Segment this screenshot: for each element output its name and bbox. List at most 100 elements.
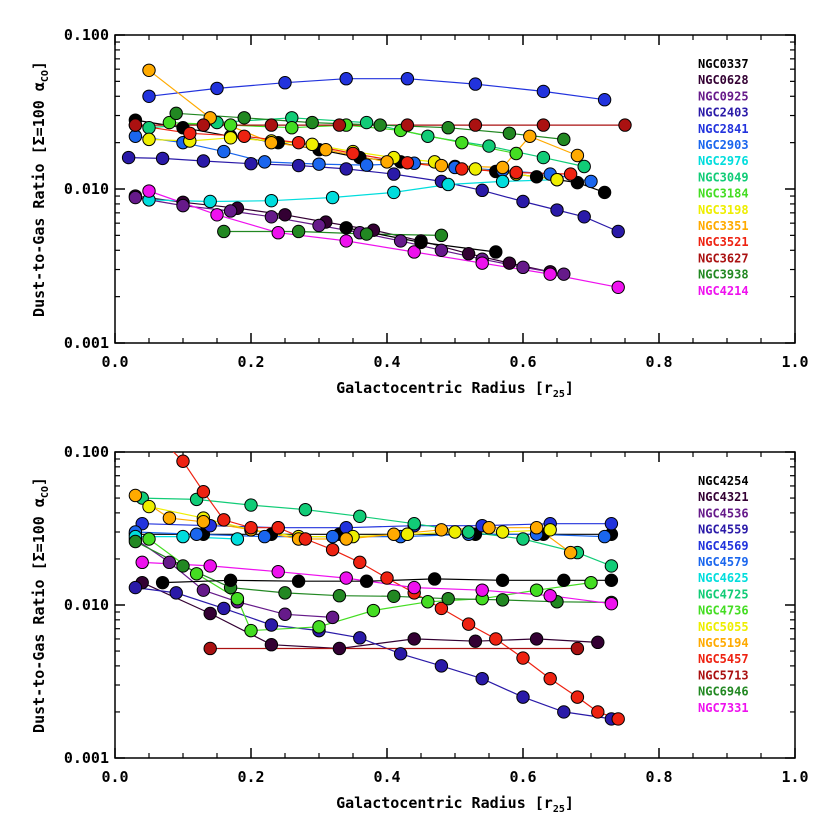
y-axis-title-end: ] <box>30 61 48 70</box>
data-point-ngc4736 <box>312 620 326 634</box>
data-point-ngc0628 <box>461 247 476 261</box>
data-point-ngc0925 <box>434 243 449 257</box>
data-point-ngc4725 <box>353 509 367 523</box>
data-point-ngc4214 <box>210 208 224 222</box>
x-axis-title-subscript: 25 <box>553 389 565 400</box>
series-line-extra-15 <box>223 230 442 236</box>
data-point-ngc5457 <box>489 632 503 646</box>
data-point-ngc7331 <box>475 583 489 597</box>
data-point-ngc0925 <box>128 190 143 205</box>
x-axis-title-end: ] <box>565 379 574 397</box>
data-point-ngc3198 <box>305 137 319 152</box>
data-point-ngc4736 <box>366 603 381 618</box>
data-point-ngc0628 <box>278 208 292 222</box>
data-point-ngc5457 <box>150 428 162 440</box>
data-point-ngc2976 <box>387 185 401 200</box>
x-tick-label: 0.6 <box>509 768 536 786</box>
data-point-ngc5457 <box>271 521 285 535</box>
series-line-ngc2841 <box>148 78 605 101</box>
data-point-ngc3351 <box>523 129 537 143</box>
data-point-ngc3198 <box>550 172 564 187</box>
plot-frame <box>114 34 796 344</box>
data-point-ngc3627 <box>264 118 279 132</box>
legend-entry-ngc3198: NGC3198 <box>698 203 749 217</box>
data-point-ngc5457 <box>217 513 231 527</box>
legend-entry-ngc0337: NGC0337 <box>698 57 749 71</box>
data-point-ngc5457 <box>611 712 625 726</box>
data-point-ngc2903 <box>359 158 374 172</box>
data-point-ngc3049 <box>359 115 374 130</box>
data-point-ngc4559 <box>516 690 530 704</box>
x-axis-title-subscript: 25 <box>553 804 565 815</box>
panel-2: 0.0 0.2 0.4 0.6 0.8 1.0 0.001 0.010 0.100 Galacto… <box>30 428 809 815</box>
data-point-ngc2841 <box>400 72 415 86</box>
data-point-extra-15 <box>557 573 571 588</box>
data-point-ngc0925 <box>176 198 190 213</box>
data-point-ngc3049 <box>482 139 496 153</box>
data-point-ngc3938 <box>502 126 517 140</box>
plot-area <box>128 428 625 726</box>
y-tick-label: 0.001 <box>64 749 109 767</box>
data-point-ngc2841 <box>468 77 483 91</box>
data-point-ngc4321 <box>407 632 421 646</box>
data-point-ngc3184 <box>509 146 523 161</box>
plot-area <box>121 63 632 294</box>
data-point-ngc2903 <box>257 155 272 169</box>
series-line-ngc4321 <box>141 582 598 650</box>
legend-entry-ngc0925: NGC0925 <box>698 89 749 103</box>
x-tick-label: 0.8 <box>645 353 672 371</box>
data-point-ngc3198 <box>223 131 238 145</box>
data-point-ngc3049 <box>577 159 591 174</box>
data-point-ngc3184 <box>285 121 299 135</box>
y-tick-label: 0.100 <box>64 443 109 461</box>
data-point-ngc5194 <box>529 521 544 535</box>
data-point-ngc2976 <box>325 190 340 205</box>
data-point-ngc3938 <box>557 132 571 147</box>
data-point-ngc2403 <box>155 151 170 166</box>
data-point-extra-15 <box>604 573 619 588</box>
series-line-ngc4736 <box>148 538 592 632</box>
data-point-ngc3627 <box>618 118 632 132</box>
data-point-ngc4579 <box>189 527 204 541</box>
data-point-ngc3184 <box>455 135 469 150</box>
data-point-ngc4321 <box>468 634 483 648</box>
data-point-ngc4536 <box>162 555 177 570</box>
x-axis-title-main: Galactocentric Radius [r <box>336 379 553 397</box>
data-point-ngc4725 <box>516 532 530 546</box>
legend-entry-ngc5457: NGC5457 <box>698 652 749 666</box>
data-point-ngc3351 <box>570 148 585 163</box>
data-point-ngc3627 <box>536 118 551 132</box>
data-point-ngc5713 <box>570 641 585 656</box>
legend-entry-ngc4625: NGC4625 <box>698 571 749 585</box>
data-point-extra-15 <box>359 574 374 588</box>
data-point-extra-15 <box>434 228 449 243</box>
data-point-ngc3351 <box>264 135 279 150</box>
y-tick-label: 0.010 <box>64 180 109 198</box>
data-point-ngc7331 <box>407 580 421 595</box>
legend-entry-ngc4569: NGC4569 <box>698 539 749 553</box>
data-point-ngc6946 <box>441 591 455 606</box>
data-point-ngc2841 <box>210 81 224 96</box>
legend-entry-ngc3521: NGC3521 <box>698 235 749 249</box>
data-point-ngc4559 <box>353 631 367 645</box>
data-point-ngc3521 <box>400 156 415 170</box>
data-point-ngc2403 <box>339 162 353 176</box>
data-point-ngc3521 <box>183 126 197 140</box>
data-point-ngc6946 <box>128 534 143 549</box>
data-point-ngc2903 <box>312 157 326 171</box>
data-point-ngc4321 <box>264 638 279 652</box>
data-point-ngc4579 <box>325 529 340 544</box>
data-point-ngc0628 <box>502 256 517 270</box>
data-point-ngc5194 <box>339 532 353 546</box>
data-point-ngc0925 <box>557 267 571 281</box>
legend-entry-ngc4736: NGC4736 <box>698 604 749 618</box>
data-point-ngc0337 <box>529 170 544 184</box>
data-point-ngc4736 <box>142 532 156 546</box>
series-line-ngc6946 <box>135 540 612 603</box>
legend-entry-ngc4725: NGC4725 <box>698 587 749 601</box>
data-point-ngc6946 <box>278 586 292 600</box>
data-point-ngc4321 <box>332 641 347 656</box>
data-point-ngc2903 <box>128 129 143 143</box>
legend-entry-ngc3049: NGC3049 <box>698 170 749 184</box>
data-point-ngc0925 <box>223 204 238 218</box>
